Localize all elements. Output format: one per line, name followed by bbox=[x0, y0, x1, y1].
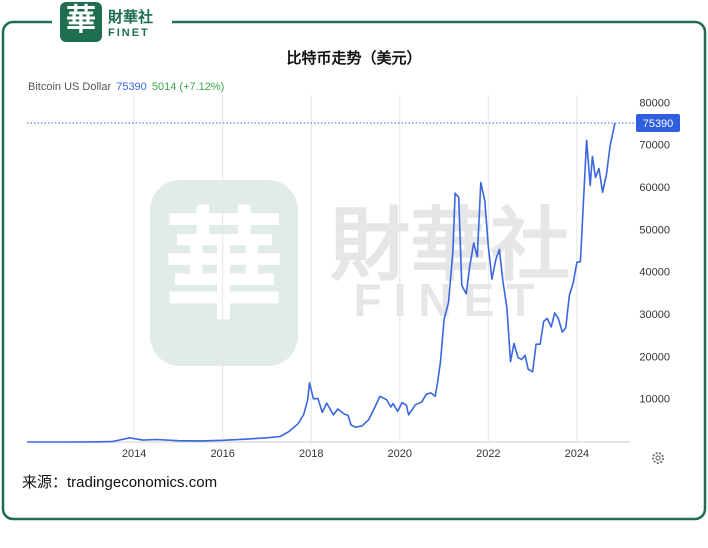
x-tick-label: 2024 bbox=[565, 448, 589, 460]
logo-name: 財華社 bbox=[107, 8, 153, 26]
legend-name: Bitcoin US Dollar bbox=[28, 81, 111, 93]
legend: Bitcoin US Dollar 75390 5014 (+7.12%) bbox=[28, 81, 224, 93]
legend-current: 75390 bbox=[116, 81, 147, 93]
chart-title: 比特币走势（美元） bbox=[286, 49, 421, 67]
source: 来源：tradingeconomics.com bbox=[22, 474, 217, 491]
logo-mark-bg bbox=[60, 2, 102, 42]
y-tick-label: 40000 bbox=[639, 267, 670, 279]
gear[interactable] bbox=[652, 452, 664, 464]
y-tick-label: 70000 bbox=[639, 140, 670, 152]
y-tick-label: 50000 bbox=[639, 224, 670, 236]
logo-sub: FINET bbox=[108, 27, 150, 39]
y-tick-label: 20000 bbox=[639, 351, 670, 363]
gear-hole[interactable] bbox=[655, 455, 661, 461]
current-box bbox=[636, 113, 680, 132]
y-tick-label: 80000 bbox=[639, 97, 670, 109]
y-tick-label: 30000 bbox=[639, 309, 670, 321]
x-tick-label: 2016 bbox=[210, 448, 234, 460]
settings-icon[interactable] bbox=[652, 452, 664, 464]
x-tick-label: 2022 bbox=[476, 448, 500, 460]
frame bbox=[1, 20, 707, 521]
legend-change: 5014 bbox=[152, 81, 176, 93]
legend-change-pct: (+7.12%) bbox=[179, 81, 224, 93]
watermark: 華 財華社 FINET bbox=[150, 180, 570, 366]
y-tick-label: 60000 bbox=[639, 182, 670, 194]
current-label: 75390 bbox=[643, 118, 674, 130]
price-line bbox=[27, 122, 616, 443]
x-tick-label: 2020 bbox=[388, 448, 412, 460]
y-tick-label: 10000 bbox=[639, 394, 670, 406]
x-tick-label: 2014 bbox=[122, 448, 146, 460]
watermark-mark: 華 bbox=[164, 200, 284, 334]
logo-mark: 華 bbox=[66, 4, 96, 37]
watermark-mark-bg bbox=[150, 180, 298, 366]
x-tick-label: 2018 bbox=[299, 448, 323, 460]
watermark-name: 財華社 bbox=[330, 201, 570, 290]
